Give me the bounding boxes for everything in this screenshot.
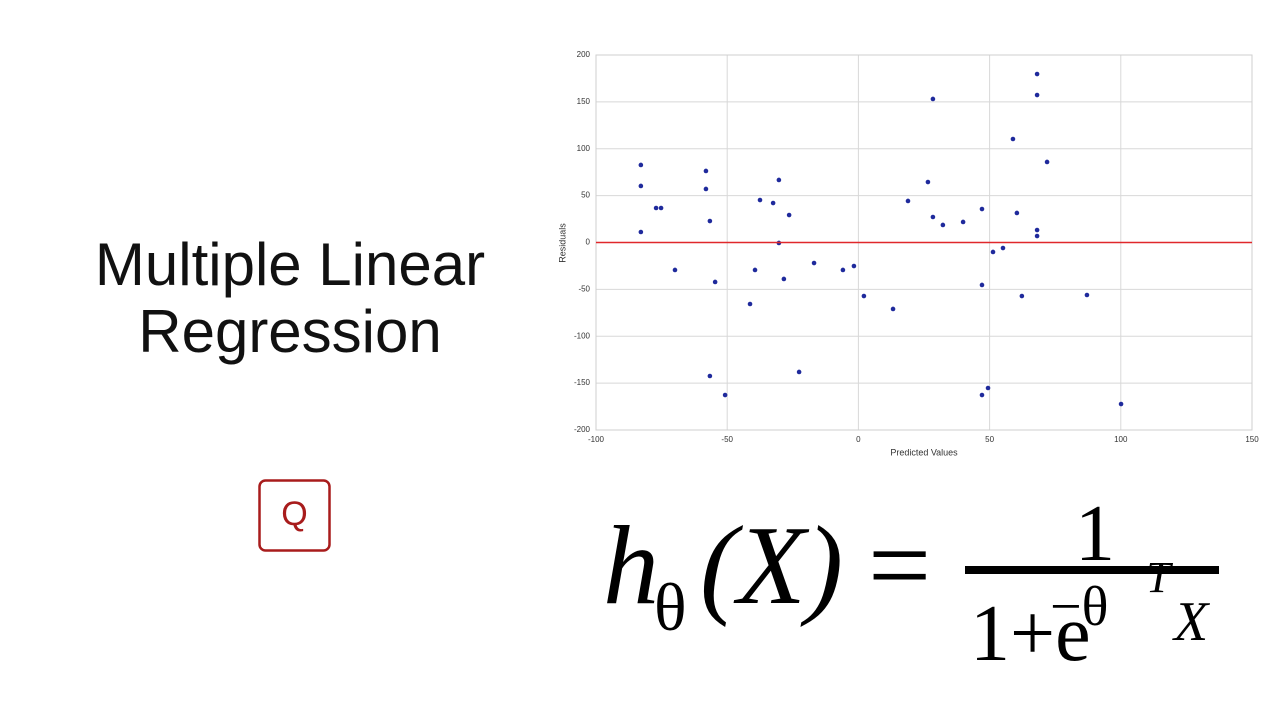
formula-equals: = [868, 504, 931, 628]
point [840, 267, 846, 273]
point [861, 293, 867, 299]
point [796, 369, 802, 375]
point [905, 198, 911, 204]
y-tick-label: 0 [586, 238, 591, 247]
logo-letter: Q [281, 495, 307, 533]
y-tick-label: -50 [578, 284, 590, 293]
y-tick-label: -100 [574, 331, 591, 340]
logo-box [258, 479, 331, 552]
point [638, 183, 644, 189]
y-axis-label: Residuals [557, 223, 567, 263]
exponent: −θ [1050, 576, 1108, 638]
x-tick-label: -100 [588, 435, 605, 444]
point [1084, 292, 1090, 298]
point [979, 392, 985, 398]
point [851, 263, 857, 269]
point [1019, 293, 1025, 299]
point [930, 96, 936, 102]
y-tick-label: 100 [577, 144, 591, 153]
point [1118, 401, 1124, 407]
point [890, 306, 896, 312]
point [811, 260, 817, 266]
point [979, 206, 985, 212]
point [1010, 136, 1016, 142]
point [786, 212, 792, 218]
y-tick-label: 150 [577, 97, 591, 106]
point [1000, 245, 1006, 251]
point [1034, 71, 1040, 77]
y-tick-label: -150 [574, 378, 591, 387]
point [985, 385, 991, 391]
point [638, 162, 644, 168]
numerator: 1 [1075, 490, 1115, 578]
y-tick-label: -200 [574, 425, 591, 434]
point [712, 279, 718, 285]
formula-h: h [603, 504, 659, 628]
point [979, 282, 985, 288]
formula-arg: (X) [700, 504, 843, 628]
point [747, 301, 753, 307]
x-axis-label: Predicted Values [890, 447, 958, 457]
x-tick-label: 100 [1114, 435, 1128, 444]
point [672, 267, 678, 273]
point [990, 249, 996, 255]
formula-subscript: θ [654, 569, 687, 645]
exponent-sup: T [1146, 553, 1174, 602]
exponent-x: X [1172, 591, 1211, 653]
x-tick-label: 50 [985, 435, 994, 444]
point [776, 177, 782, 183]
point [722, 392, 728, 398]
point [1034, 92, 1040, 98]
point [752, 267, 758, 273]
point [658, 205, 664, 211]
point [703, 186, 709, 192]
point [1034, 227, 1040, 233]
point [930, 214, 936, 220]
point [925, 179, 931, 185]
point [1044, 159, 1050, 165]
point [757, 197, 763, 203]
point [781, 276, 787, 282]
point [707, 373, 713, 379]
point [940, 222, 946, 228]
y-tick-label: 200 [577, 50, 591, 59]
x-tick-label: 0 [856, 435, 861, 444]
point [653, 205, 659, 211]
title-line: Multiple Linear [95, 231, 485, 298]
y-tick-label: 50 [581, 191, 590, 200]
title-line: Regression [138, 298, 442, 365]
point [770, 200, 776, 206]
x-tick-label: 150 [1245, 435, 1259, 444]
point [1034, 233, 1040, 239]
point [638, 229, 644, 235]
point [703, 168, 709, 174]
x-tick-label: -50 [721, 435, 733, 444]
fraction-bar [965, 566, 1219, 574]
denominator: 1+e [970, 590, 1091, 678]
point [1014, 210, 1020, 216]
point [707, 218, 713, 224]
point [960, 219, 966, 225]
